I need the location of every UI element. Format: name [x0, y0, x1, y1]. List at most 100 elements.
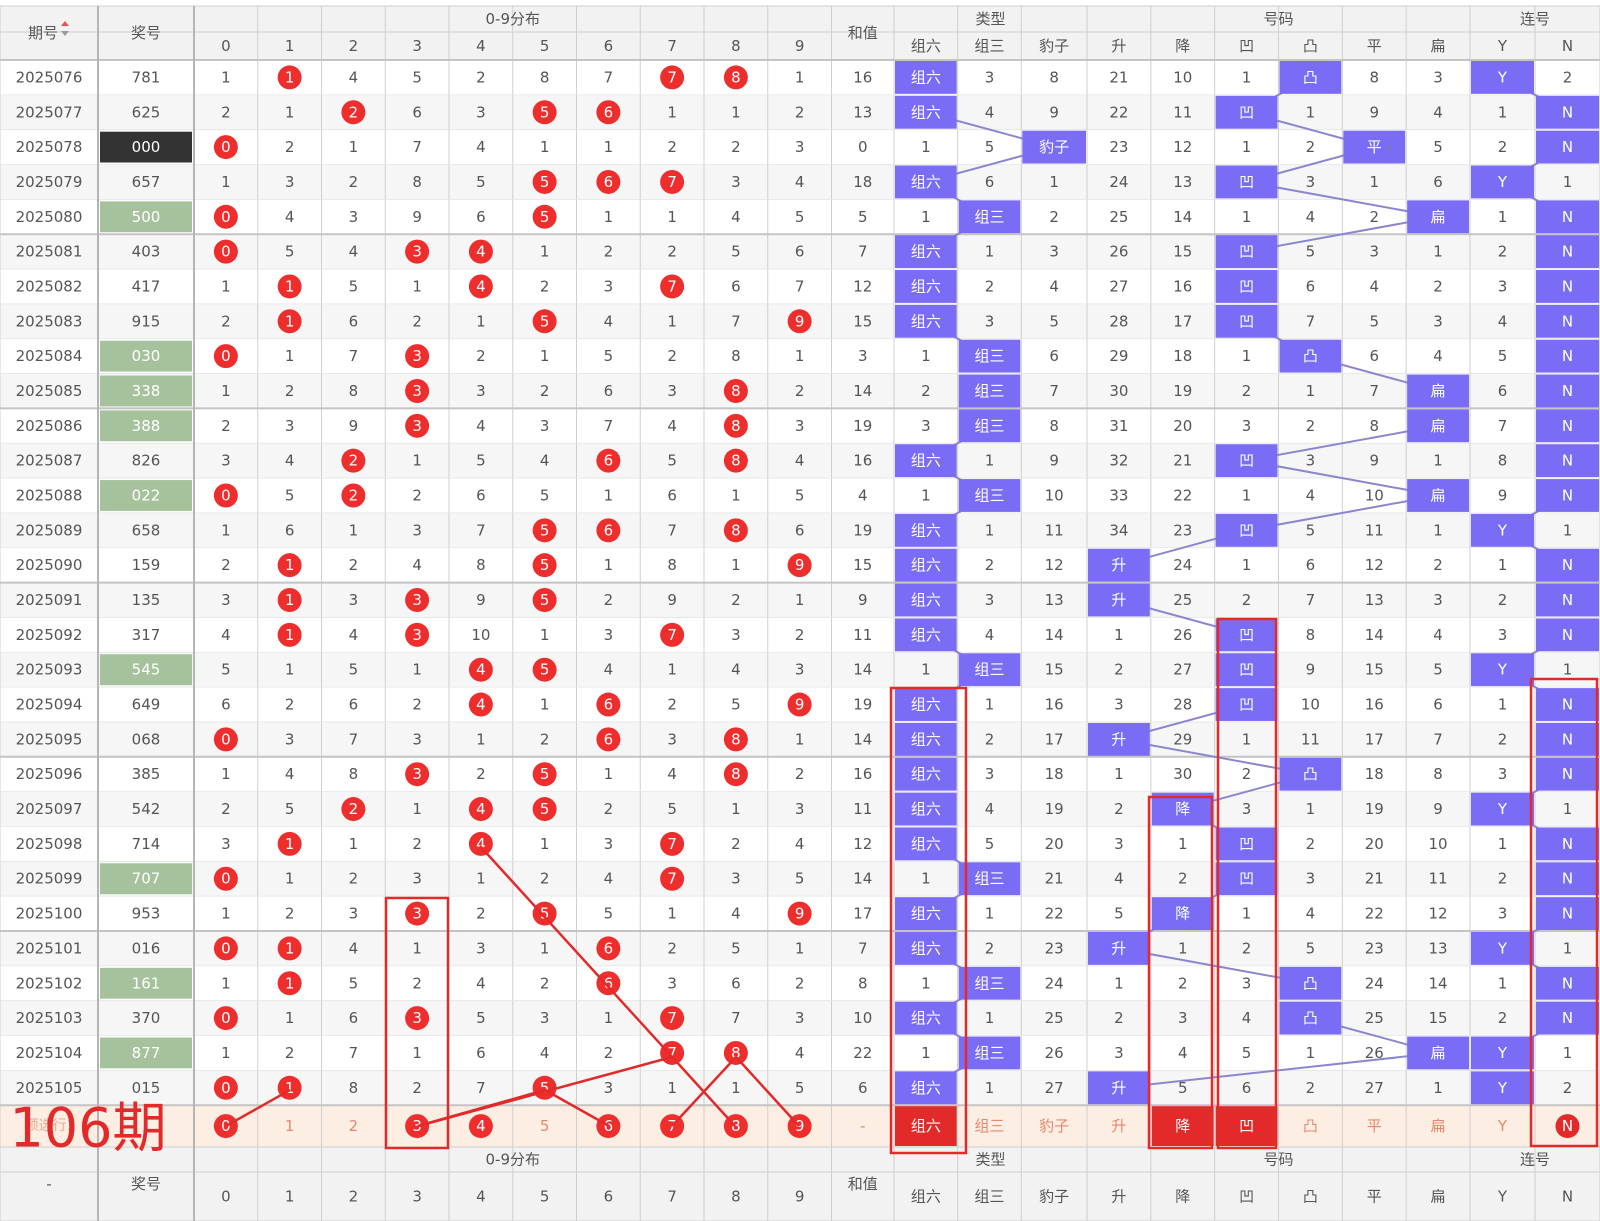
miss-count: 4 [731, 208, 741, 226]
hit-ball [787, 553, 812, 578]
issue-cell: 2025085 [16, 382, 83, 400]
link-hit-label: N [1562, 835, 1573, 853]
miss-count: 2 [795, 382, 805, 400]
num-miss: 8 [1369, 68, 1379, 86]
table-row-2025079 [532, 165, 1534, 199]
link-hit [1471, 513, 1534, 547]
predict-num-hit[interactable] [1151, 1106, 1214, 1146]
miss-count: 1 [795, 939, 805, 957]
miss-count: 2 [412, 974, 422, 992]
hit-ball [468, 692, 493, 717]
sum-cell: 16 [853, 765, 872, 783]
hit-ball [341, 797, 366, 822]
miss-count: 2 [540, 277, 550, 295]
miss-count: 2 [412, 312, 422, 330]
predict-ball[interactable] [468, 1114, 493, 1139]
prize-cell: 015 [132, 1079, 161, 1097]
predict-type-hit[interactable] [895, 1106, 957, 1146]
digit-col-header: 8 [731, 37, 741, 55]
num-hit [1343, 130, 1406, 164]
link-hit-label: Y [1497, 173, 1508, 191]
num-miss: 8 [1369, 417, 1379, 435]
hit-ball [596, 727, 621, 752]
num-miss: 15 [1365, 661, 1384, 679]
num-miss: 32 [1109, 452, 1128, 470]
num-hit [1151, 897, 1214, 930]
num-miss: 4 [1433, 626, 1443, 644]
table-row [0, 478, 1600, 513]
hit-ball-label: 1 [285, 939, 295, 957]
digit-col-header: 1 [285, 37, 295, 55]
hit-ball [277, 553, 302, 578]
sum-cell: 16 [853, 68, 872, 86]
type-miss: 1 [921, 1044, 931, 1062]
sort-up-icon[interactable] [61, 21, 69, 26]
num-miss: 3 [1306, 870, 1316, 888]
type-hit-label: 组六 [911, 1009, 941, 1027]
miss-count: 9 [476, 591, 486, 609]
prize-pair-bg [100, 967, 192, 999]
miss-count: 4 [349, 68, 359, 86]
num-miss: 13 [1429, 939, 1448, 957]
num-col-header: 平 [1367, 1188, 1382, 1206]
type-header: 类型 [975, 10, 1005, 28]
hit-ball [660, 866, 685, 891]
num-miss: 2 [1306, 835, 1316, 853]
num-miss: 25 [1173, 591, 1192, 609]
num-hit [1215, 165, 1278, 199]
miss-count: 3 [285, 173, 295, 191]
prize-cell: 317 [132, 626, 161, 644]
hit-ball [213, 135, 238, 160]
digit-col-header: 9 [795, 37, 805, 55]
type-miss: 13 [1045, 591, 1064, 609]
num-miss: 13 [1365, 591, 1384, 609]
predict-ball[interactable] [213, 1114, 238, 1139]
table-row [0, 164, 1600, 200]
miss-count: 9 [667, 591, 677, 609]
miss-count: 6 [604, 382, 614, 400]
miss-count: 1 [221, 68, 231, 86]
predict-option: 5 [540, 1117, 550, 1135]
type-miss: 1 [985, 452, 995, 470]
sum-cell: 9 [858, 591, 868, 609]
link-miss: 1 [1563, 521, 1573, 539]
predict-link-hit[interactable] [1555, 1114, 1580, 1139]
hit-ball-label: 3 [412, 382, 422, 400]
type-miss: 1 [921, 487, 931, 505]
miss-count: 5 [731, 243, 741, 261]
num-miss: 3 [1114, 696, 1124, 714]
link-hit [1471, 165, 1534, 199]
miss-count: 1 [540, 626, 550, 644]
miss-count: 3 [412, 521, 422, 539]
miss-count: 3 [795, 417, 805, 435]
type-miss: 1 [985, 905, 995, 923]
sort-down-icon[interactable] [61, 31, 69, 36]
dist-header: 0-9分布 [486, 10, 541, 28]
num-hit-label: 凸 [1303, 765, 1318, 783]
num-header: 号码 [1263, 10, 1293, 28]
prize-cell: 649 [132, 696, 161, 714]
predict-ball[interactable] [405, 1114, 430, 1139]
predict-num-hit[interactable] [1215, 1106, 1278, 1146]
issue-sort-header[interactable] [61, 21, 69, 36]
num-hit [1215, 444, 1278, 478]
miss-count: 4 [731, 905, 741, 923]
type-hit-label: 组三 [974, 347, 1004, 365]
prize-cell: 714 [132, 835, 161, 853]
hit-ball-label: 8 [731, 417, 741, 435]
miss-count: 4 [795, 452, 805, 470]
num-miss: 2 [1178, 974, 1188, 992]
type-miss: 9 [1049, 103, 1059, 121]
num-hit [1215, 304, 1278, 338]
type-hit [895, 722, 957, 756]
num-miss: 5 [1242, 1044, 1252, 1062]
num-hit-label: 凹 [1239, 452, 1254, 470]
type-col-header: 组六 [911, 37, 941, 55]
table-row-2025090 [277, 548, 1599, 582]
link-miss: 2 [1498, 730, 1508, 748]
num-miss: 10 [1301, 696, 1320, 714]
num-miss: 1 [1242, 556, 1252, 574]
miss-count: 7 [731, 1009, 741, 1027]
trend-line [1118, 738, 1311, 776]
miss-count: 1 [540, 347, 550, 365]
